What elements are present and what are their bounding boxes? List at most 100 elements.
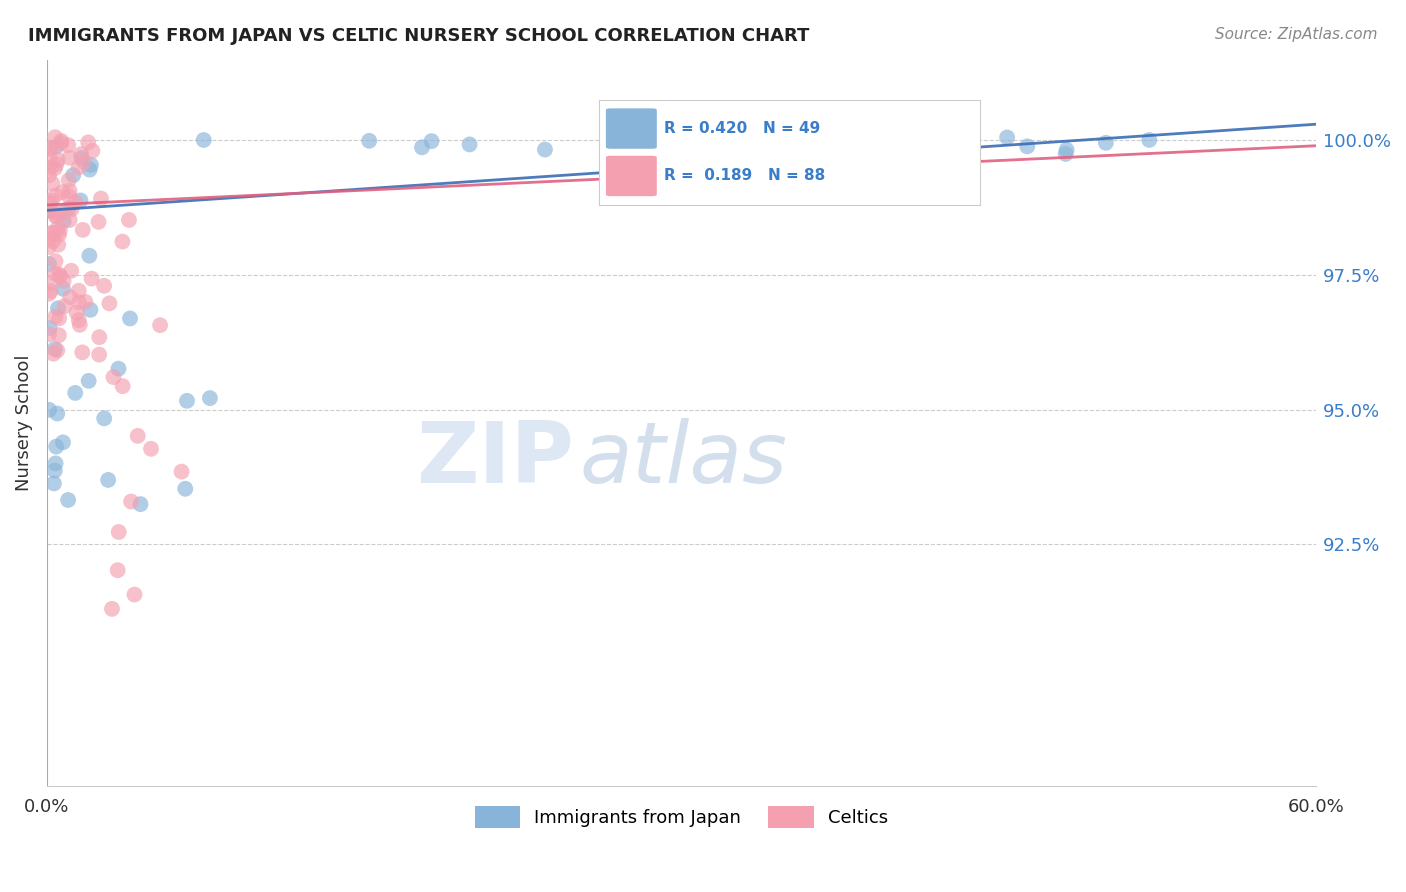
Text: atlas: atlas	[579, 417, 787, 501]
Point	[70, 151, 93, 165]
Point	[129, 497, 152, 511]
Point	[59, 290, 82, 304]
Point	[59, 213, 82, 227]
Point	[38, 402, 60, 417]
Point	[44, 342, 66, 356]
Point	[1137, 133, 1160, 147]
Point	[45, 210, 67, 224]
Point	[995, 130, 1018, 145]
Point	[41, 141, 63, 155]
Point	[46, 407, 69, 421]
Point	[46, 221, 69, 235]
Point	[44, 464, 66, 478]
Point	[72, 345, 94, 359]
Point	[80, 271, 103, 285]
Point	[67, 284, 90, 298]
Point	[48, 311, 70, 326]
Point	[69, 318, 91, 332]
Point	[52, 274, 75, 288]
Point	[79, 162, 101, 177]
Point	[39, 203, 62, 218]
Point	[39, 284, 62, 298]
Point	[38, 232, 60, 246]
Point	[101, 602, 124, 616]
Point	[52, 214, 75, 228]
Point	[48, 227, 70, 242]
Point	[79, 249, 101, 263]
Point	[49, 269, 72, 284]
Point	[45, 139, 67, 153]
Point	[58, 184, 80, 198]
Point	[58, 201, 80, 215]
Point	[420, 134, 443, 148]
Point	[654, 138, 676, 153]
Point	[1095, 136, 1118, 150]
Point	[38, 169, 60, 183]
Point	[1017, 139, 1039, 153]
Point	[458, 137, 481, 152]
Point	[1054, 147, 1077, 161]
Point	[118, 213, 141, 227]
Point	[48, 328, 70, 343]
Point	[58, 151, 80, 165]
Point	[41, 194, 63, 208]
Point	[38, 257, 60, 271]
Point	[38, 240, 60, 254]
Point	[107, 524, 129, 539]
Point	[51, 136, 73, 150]
Point	[69, 194, 91, 208]
Point	[60, 202, 83, 217]
Point	[193, 133, 215, 147]
Point	[44, 130, 66, 145]
Point	[89, 348, 111, 362]
Point	[38, 151, 60, 165]
Point	[72, 223, 94, 237]
Point	[103, 370, 125, 384]
Point	[62, 168, 84, 182]
Point	[67, 313, 90, 327]
Point	[38, 321, 60, 335]
Point	[67, 161, 90, 175]
Point	[41, 177, 63, 191]
Point	[53, 205, 76, 219]
Point	[87, 215, 110, 229]
Point	[80, 158, 103, 172]
Point	[58, 173, 80, 187]
Point	[107, 563, 129, 577]
Point	[359, 134, 381, 148]
Point	[51, 185, 73, 199]
Point	[42, 226, 65, 240]
Point	[679, 133, 702, 147]
Point	[149, 318, 172, 333]
Point	[73, 155, 96, 169]
Point	[90, 192, 112, 206]
Point	[38, 277, 60, 291]
Point	[46, 153, 69, 167]
Point	[111, 235, 134, 249]
Point	[89, 330, 111, 344]
Point	[39, 203, 62, 218]
Point	[170, 465, 193, 479]
Point	[118, 311, 141, 326]
Point	[45, 267, 67, 281]
Point	[44, 188, 66, 202]
Point	[38, 161, 60, 175]
Point	[534, 143, 557, 157]
Point	[52, 282, 75, 296]
Point	[42, 476, 65, 491]
Point	[198, 391, 221, 405]
Point	[93, 278, 115, 293]
Point	[79, 302, 101, 317]
Point	[39, 226, 62, 240]
Point	[45, 157, 67, 171]
Point	[176, 393, 198, 408]
Point	[44, 161, 66, 176]
Point	[51, 134, 73, 148]
Text: Source: ZipAtlas.com: Source: ZipAtlas.com	[1215, 27, 1378, 42]
Point	[39, 196, 62, 211]
Point	[97, 473, 120, 487]
Point	[53, 299, 76, 313]
Point	[46, 237, 69, 252]
Point	[66, 305, 89, 319]
Point	[45, 456, 67, 470]
